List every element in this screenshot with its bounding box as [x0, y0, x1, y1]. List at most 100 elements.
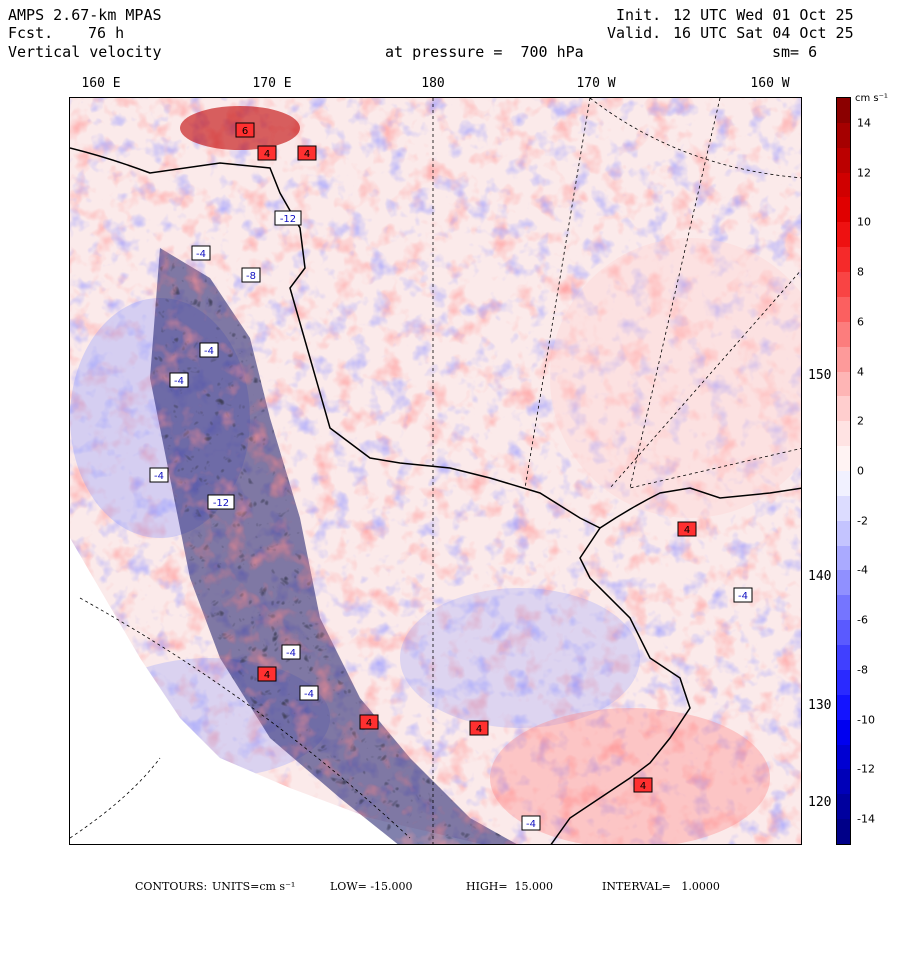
lon-label-160w: 160 W — [750, 76, 790, 91]
max-marker: 4 — [633, 777, 653, 793]
init-time: 12 UTC Wed 01 Oct 25 — [673, 6, 854, 24]
pressure-level: at pressure = 700 hPa — [385, 43, 584, 61]
colorbar-segment — [837, 769, 850, 795]
colorbar-segment — [837, 669, 850, 696]
lon-label-170w: 170 W — [576, 76, 616, 91]
interval-text: INTERVAL= 1.0000 — [602, 880, 720, 893]
colorbar-segment — [837, 595, 850, 621]
colorbar-segment — [837, 719, 850, 746]
colorbar-segment — [837, 272, 850, 298]
colorbar-segment — [837, 222, 850, 248]
marker-value: -4 — [154, 471, 164, 482]
field-name: Vertical velocity — [8, 43, 162, 61]
marker-value: 6 — [242, 126, 248, 137]
min-marker: -4 — [733, 587, 753, 603]
units-text: UNITS=cm s⁻¹ — [212, 880, 296, 893]
marker-value: -4 — [204, 346, 214, 357]
colorbar-tick-label: -10 — [857, 713, 875, 727]
marker-value: -12 — [280, 214, 296, 225]
max-marker: 4 — [359, 714, 379, 730]
colorbar-tick-label: -2 — [857, 514, 868, 528]
marker-value: 4 — [640, 781, 646, 792]
colorbar-tick-label: 2 — [857, 414, 864, 428]
max-marker: 4 — [257, 145, 277, 161]
max-marker: 6 — [235, 122, 255, 138]
marker-value: -4 — [738, 591, 748, 602]
colorbar-tick-label: 6 — [857, 315, 864, 329]
map-panel: 6 4 4 -12 -4 -8 -4 -4 -4 -12 4 -4 -4 4 -4 4 4 4 -4 — [69, 97, 802, 845]
colorbar-tick-label: -12 — [857, 762, 875, 776]
colorbar-segment — [837, 520, 850, 547]
colorbar-segment — [837, 321, 850, 348]
colorbar-tick-label: -14 — [857, 812, 875, 826]
max-marker: 4 — [469, 720, 489, 736]
min-marker: -4 — [521, 815, 541, 831]
max-marker: 4 — [257, 666, 277, 682]
colorbar-segment — [837, 296, 850, 323]
colorbar-segment — [837, 371, 850, 397]
colorbar-segment — [837, 346, 850, 373]
colorbar-segment — [837, 471, 850, 497]
lon-label-180: 180 — [421, 76, 445, 91]
marker-value: -4 — [526, 819, 536, 830]
min-marker: -12 — [207, 494, 235, 510]
marker-value: -12 — [213, 498, 229, 509]
colorbar-segment — [837, 495, 850, 522]
min-marker: -4 — [169, 372, 189, 388]
colorbar-tick-label: -4 — [857, 563, 868, 577]
marker-value: 4 — [264, 670, 270, 681]
colorbar-tick-label: 12 — [857, 166, 871, 180]
max-marker: 4 — [297, 145, 317, 161]
marker-value: -4 — [286, 648, 296, 659]
high-text: HIGH= 15.000 — [466, 880, 554, 893]
colorbar-segment — [837, 122, 850, 149]
marker-value: -4 — [304, 689, 314, 700]
marker-value: -4 — [174, 376, 184, 387]
valid-time: 16 UTC Sat 04 Oct 25 — [673, 24, 854, 42]
colorbar-tick-label: -8 — [857, 663, 868, 677]
colorbar-segment — [837, 620, 850, 646]
colorbar-segment — [837, 446, 850, 472]
colorbar-segment — [837, 794, 850, 820]
colorbar-segment — [837, 396, 850, 422]
vertical-velocity-map: 6 4 4 -12 -4 -8 -4 -4 -4 -12 4 -4 -4 4 -4 4 4 4 -4 — [70, 98, 801, 844]
colorbar-segment — [837, 645, 850, 671]
colorbar-tick-label: 4 — [857, 365, 864, 379]
lon-label-170e: 170 E — [252, 76, 292, 91]
marker-value: 4 — [304, 149, 310, 160]
contour-info: CONTOURS: UNITS=cm s⁻¹ LOW= -15.000 HIGH… — [0, 880, 900, 958]
colorbar-segment — [837, 197, 850, 223]
low-text: LOW= -15.000 — [330, 880, 413, 893]
colorbar-tick-label: 0 — [857, 464, 864, 478]
colorbar-tick-label: 14 — [857, 116, 871, 130]
model-title: AMPS 2.67-km MPAS — [8, 6, 162, 24]
smoothing-label: sm= 6 — [772, 43, 818, 61]
contours-label: CONTOURS: — [135, 880, 208, 893]
marker-value: -4 — [196, 249, 206, 260]
colorbar-segment — [837, 147, 850, 174]
max-marker: 4 — [677, 521, 697, 537]
forecast-hours: 76 h — [88, 24, 125, 42]
colorbar-segment — [837, 819, 850, 844]
min-marker: -8 — [241, 267, 261, 283]
marker-value: 4 — [366, 718, 372, 729]
min-marker: -4 — [299, 685, 319, 701]
marker-value: 4 — [264, 149, 270, 160]
init-label: Init. — [616, 6, 662, 24]
colorbar-segment — [837, 570, 850, 596]
marker-value: 4 — [476, 724, 482, 735]
min-marker: -4 — [199, 342, 219, 358]
colorbar-tick-label: -6 — [857, 613, 868, 627]
colorbar-segment — [837, 98, 850, 124]
valid-label: Valid. — [607, 24, 662, 42]
colorbar — [836, 97, 851, 845]
marker-value: 4 — [684, 525, 690, 536]
forecast-label: Fcst. — [8, 24, 54, 42]
colorbar-segment — [837, 694, 850, 721]
min-marker: -4 — [149, 467, 169, 483]
min-marker: -4 — [281, 644, 301, 660]
colorbar-units: cm s⁻¹ — [855, 93, 888, 104]
colorbar-tick-label: 8 — [857, 265, 864, 279]
colorbar-segment — [837, 172, 850, 198]
colorbar-segment — [837, 545, 850, 571]
